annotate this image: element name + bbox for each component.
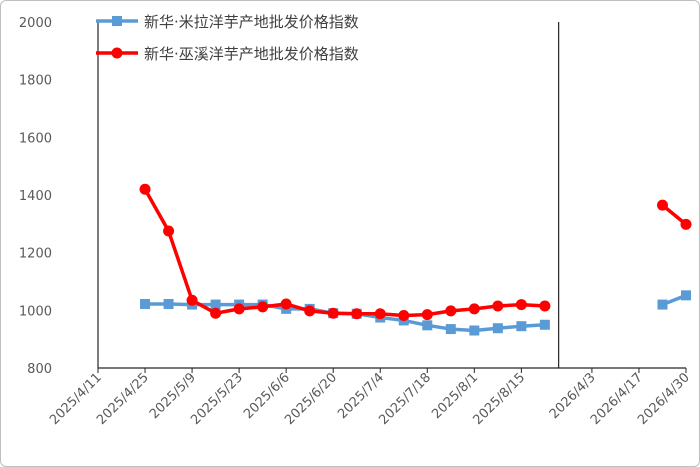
data-point [374, 308, 386, 320]
legend-label: 新华·米拉洋芋产地批发价格指数 [144, 13, 359, 31]
y-tick-label: 1200 [19, 247, 52, 262]
data-point [516, 321, 527, 332]
data-point [422, 320, 433, 331]
data-point [327, 307, 339, 319]
y-tick-label: 1600 [19, 131, 52, 146]
data-point [210, 299, 221, 310]
data-point [398, 310, 410, 322]
data-point [163, 298, 174, 309]
data-point [257, 301, 269, 313]
series-layer [139, 183, 692, 336]
data-point [445, 324, 456, 335]
legend-entry-2: 新华·巫溪洋芋产地批发价格指数 [96, 45, 359, 63]
data-point [351, 308, 363, 320]
data-point [492, 300, 504, 312]
data-point [304, 305, 316, 317]
series-line [143, 188, 545, 318]
data-point [681, 290, 691, 301]
data-point [539, 319, 550, 330]
data-point [539, 300, 551, 312]
data-point [280, 298, 292, 310]
data-point [139, 183, 151, 195]
data-point [210, 307, 222, 319]
legend-entry-1: 新华·米拉洋芋产地批发价格指数 [96, 13, 359, 31]
data-point [163, 225, 175, 237]
data-point [680, 218, 692, 230]
data-point [656, 199, 668, 211]
data-point [468, 303, 480, 315]
legend-marker [111, 47, 123, 59]
data-point [140, 298, 151, 309]
data-point [445, 305, 457, 317]
data-point [515, 299, 527, 311]
legend-marker [112, 16, 122, 26]
y-tick-label: 800 [27, 362, 52, 377]
y-tick-label: 1800 [19, 74, 52, 89]
legend-label: 新华·巫溪洋芋产地批发价格指数 [144, 45, 359, 63]
data-point [233, 303, 245, 315]
data-point [469, 325, 480, 336]
axes: 8001000120014001600180020002025/4/112025… [19, 16, 693, 428]
y-tick-label: 1000 [19, 304, 52, 319]
y-tick-label: 1400 [19, 189, 52, 204]
y-tick-label: 2000 [19, 16, 52, 31]
data-point [186, 294, 198, 306]
data-point [492, 323, 503, 334]
series-2 [139, 183, 692, 322]
data-point [421, 309, 433, 321]
data-point [657, 299, 668, 310]
